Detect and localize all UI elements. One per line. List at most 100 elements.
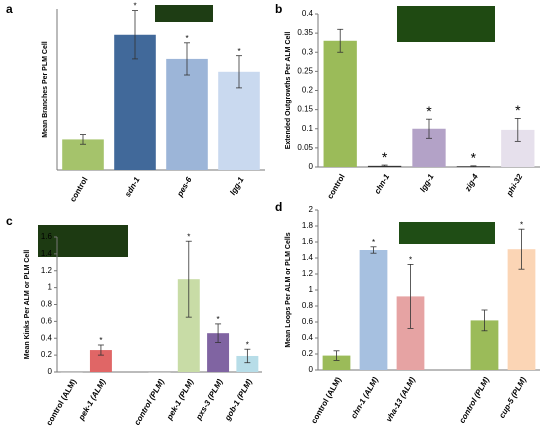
bar [148,372,171,373]
y-tick-label: 0.3 [302,47,314,56]
inset-image [155,5,213,22]
y-axis-label: Extended Outgrowths Per ALM Cell [285,32,292,150]
x-tick-label: zig-4 [463,172,481,194]
error-bar [97,344,104,356]
significance-marker: * [515,102,521,118]
x-tick-label: lgg-1 [228,175,246,197]
y-tick-label: 0.25 [297,66,313,75]
significance-marker: * [246,340,249,349]
significance-marker: * [185,34,188,43]
x-tick-label: pek-1 (PLM) [164,377,195,422]
y-tick-label: 0.6 [41,316,53,325]
error-bar [215,323,222,343]
x-tick-label: pes-6 [175,175,194,199]
inset-image [399,222,495,244]
bar [60,372,83,373]
y-tick-label: 0.4 [302,333,314,342]
error-bar [370,246,377,254]
y-tick-label: 1.4 [41,249,53,258]
y-tick-label: 0.4 [41,333,53,342]
x-tick-label: control (PLM) [132,377,166,426]
significance-marker: * [471,150,477,166]
error-bar [407,263,414,329]
error-bar [470,165,477,168]
significance-marker: * [237,47,240,56]
bar [323,40,357,167]
y-tick-label: 0.6 [302,317,314,326]
x-tick-label: control (ALM) [309,375,343,425]
significance-marker: * [382,149,388,165]
panel-label: d [275,200,282,214]
error-bar [337,28,344,53]
error-bar [333,350,340,361]
y-tick-label: 0.8 [41,300,53,309]
error-bar [185,240,192,318]
y-tick-label: 1.8 [302,221,314,230]
significance-marker: * [187,232,190,241]
bar [166,58,208,170]
y-tick-label: 0.2 [302,349,314,358]
y-tick-label: 0.15 [297,105,313,114]
error-bar [381,164,388,168]
x-tick-label: gob-1 (PLM) [223,377,255,423]
y-tick-label: 1 [309,285,314,294]
y-axis-label: Mean Branches Per PLM Cell [42,41,49,138]
x-tick-label: phi-32 [504,172,524,198]
error-bar [184,42,190,76]
bar [236,355,259,372]
x-tick-label: pxs-3 (PLM) [194,377,225,422]
y-tick-label: 0.35 [297,28,313,37]
significance-marker: * [409,256,412,265]
y-tick-label: 0 [309,365,314,374]
bar [89,350,112,372]
y-tick-label: 1.6 [302,237,314,246]
y-tick-label: 2 [309,205,314,214]
y-tick-label: 1.6 [41,232,53,241]
y-tick-label: 0.2 [41,350,53,359]
y-axis-label: Mean Loops Per ALM or PLM Cells [285,232,292,347]
error-bar [236,55,242,89]
y-tick-label: 1.2 [302,269,314,278]
panel-label: b [275,2,282,16]
x-tick-label: control (ALM) [44,377,78,427]
x-tick-label: cup-5 (PLM) [497,375,528,419]
inset-image [397,6,495,42]
y-tick-label: 0.1 [302,124,314,133]
x-tick-label: pek-1 (ALM) [76,377,107,422]
significance-marker: * [520,220,523,229]
error-bar [244,348,251,364]
significance-marker: * [133,2,136,11]
error-bar [481,309,488,332]
x-tick-label: control [325,173,346,201]
y-axis-label: Mean Kinks Per ALM or PLM Cell [24,250,31,359]
x-tick-label: vha-13 (ALM) [384,375,417,423]
x-tick-label: sdn-1 [123,175,142,198]
x-tick-label: chn-1 [373,172,392,195]
bar [359,250,388,370]
panel-label: a [6,2,13,16]
significance-marker: * [426,103,432,119]
error-bar [514,118,521,142]
error-bar [80,134,86,145]
y-tick-label: 1.4 [302,253,314,262]
y-tick-label: 0 [309,162,314,171]
y-tick-label: 1 [48,283,53,292]
bar [177,279,200,372]
error-bar [132,10,138,60]
y-tick-label: 0.2 [302,86,314,95]
significance-marker: * [372,238,375,247]
bar [207,333,230,372]
x-tick-label: lgg-1 [418,172,436,194]
y-tick-label: 0.4 [302,9,314,18]
y-tick-label: 0.05 [297,143,313,152]
y-tick-label: 1.2 [41,266,53,275]
x-tick-label: control [68,176,89,204]
significance-marker: * [217,315,220,324]
panel-label: c [6,214,13,228]
inset-image [38,225,128,257]
error-bar [426,118,432,139]
x-tick-label: control (PLM) [457,375,491,424]
y-tick-label: 0 [48,367,53,376]
bar [322,355,351,370]
x-tick-label: chn-1 (ALM) [349,375,380,420]
